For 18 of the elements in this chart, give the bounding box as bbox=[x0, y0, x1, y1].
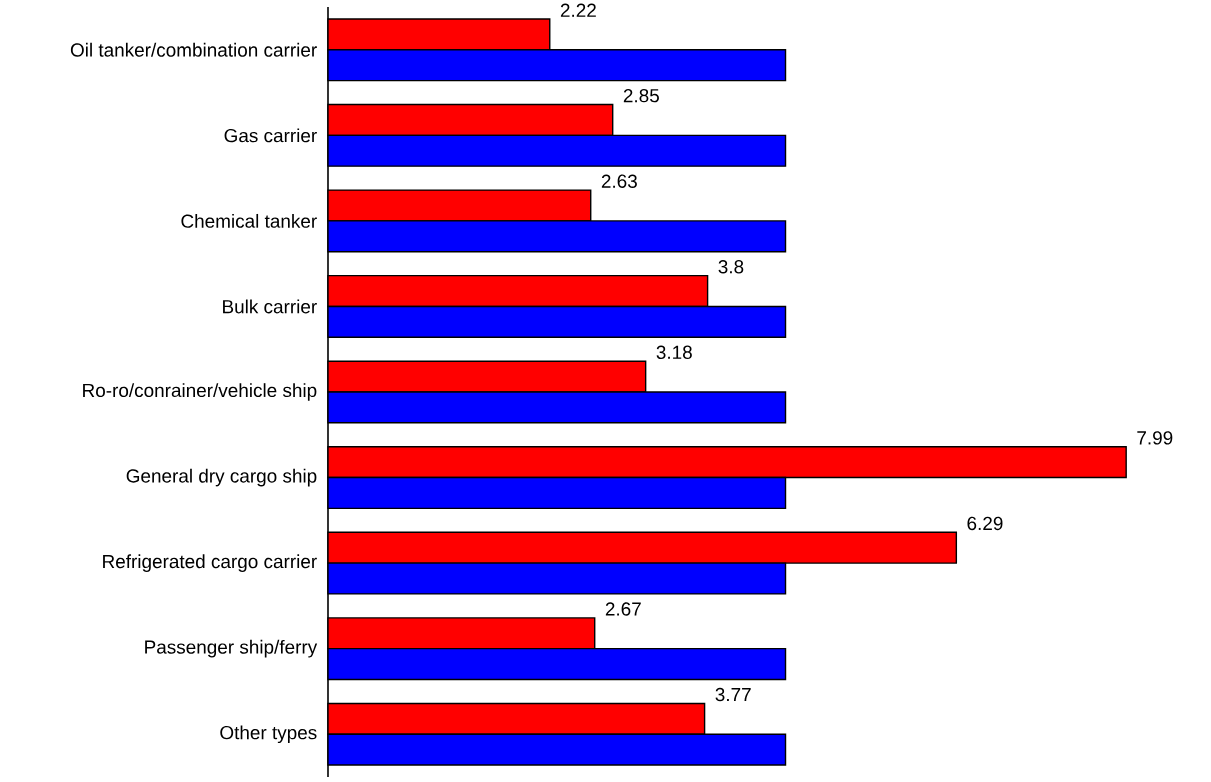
data-label: 3.18 bbox=[656, 345, 692, 360]
data-label: 3.77 bbox=[715, 687, 751, 702]
y-tick-label: Oil tanker/combination carrier bbox=[70, 42, 317, 57]
y-tick-label: Chemical tanker bbox=[181, 213, 317, 228]
data-label: 3.8 bbox=[718, 260, 744, 274]
data-label: 2.67 bbox=[605, 602, 641, 616]
data-label: 2.85 bbox=[623, 88, 659, 103]
data-label: 2.63 bbox=[601, 174, 637, 188]
data-label: 7.99 bbox=[1137, 431, 1173, 445]
data-label: 2.22 bbox=[560, 3, 596, 17]
y-tick-label: Ro-ro/conrainer/vehicle ship bbox=[83, 383, 317, 401]
y-tick-label: Refrigerated cargo carrier bbox=[103, 554, 317, 572]
y-tick-label: Other types bbox=[220, 725, 317, 744]
y-tick-label: Bulk carrier bbox=[223, 299, 317, 314]
y-tick-label: Passenger ship/ferry bbox=[145, 639, 318, 658]
data-label: 6.29 bbox=[967, 516, 1003, 531]
y-tick-label: General dry cargo ship bbox=[126, 468, 317, 487]
y-tick-label: Gas carrier bbox=[224, 128, 317, 143]
